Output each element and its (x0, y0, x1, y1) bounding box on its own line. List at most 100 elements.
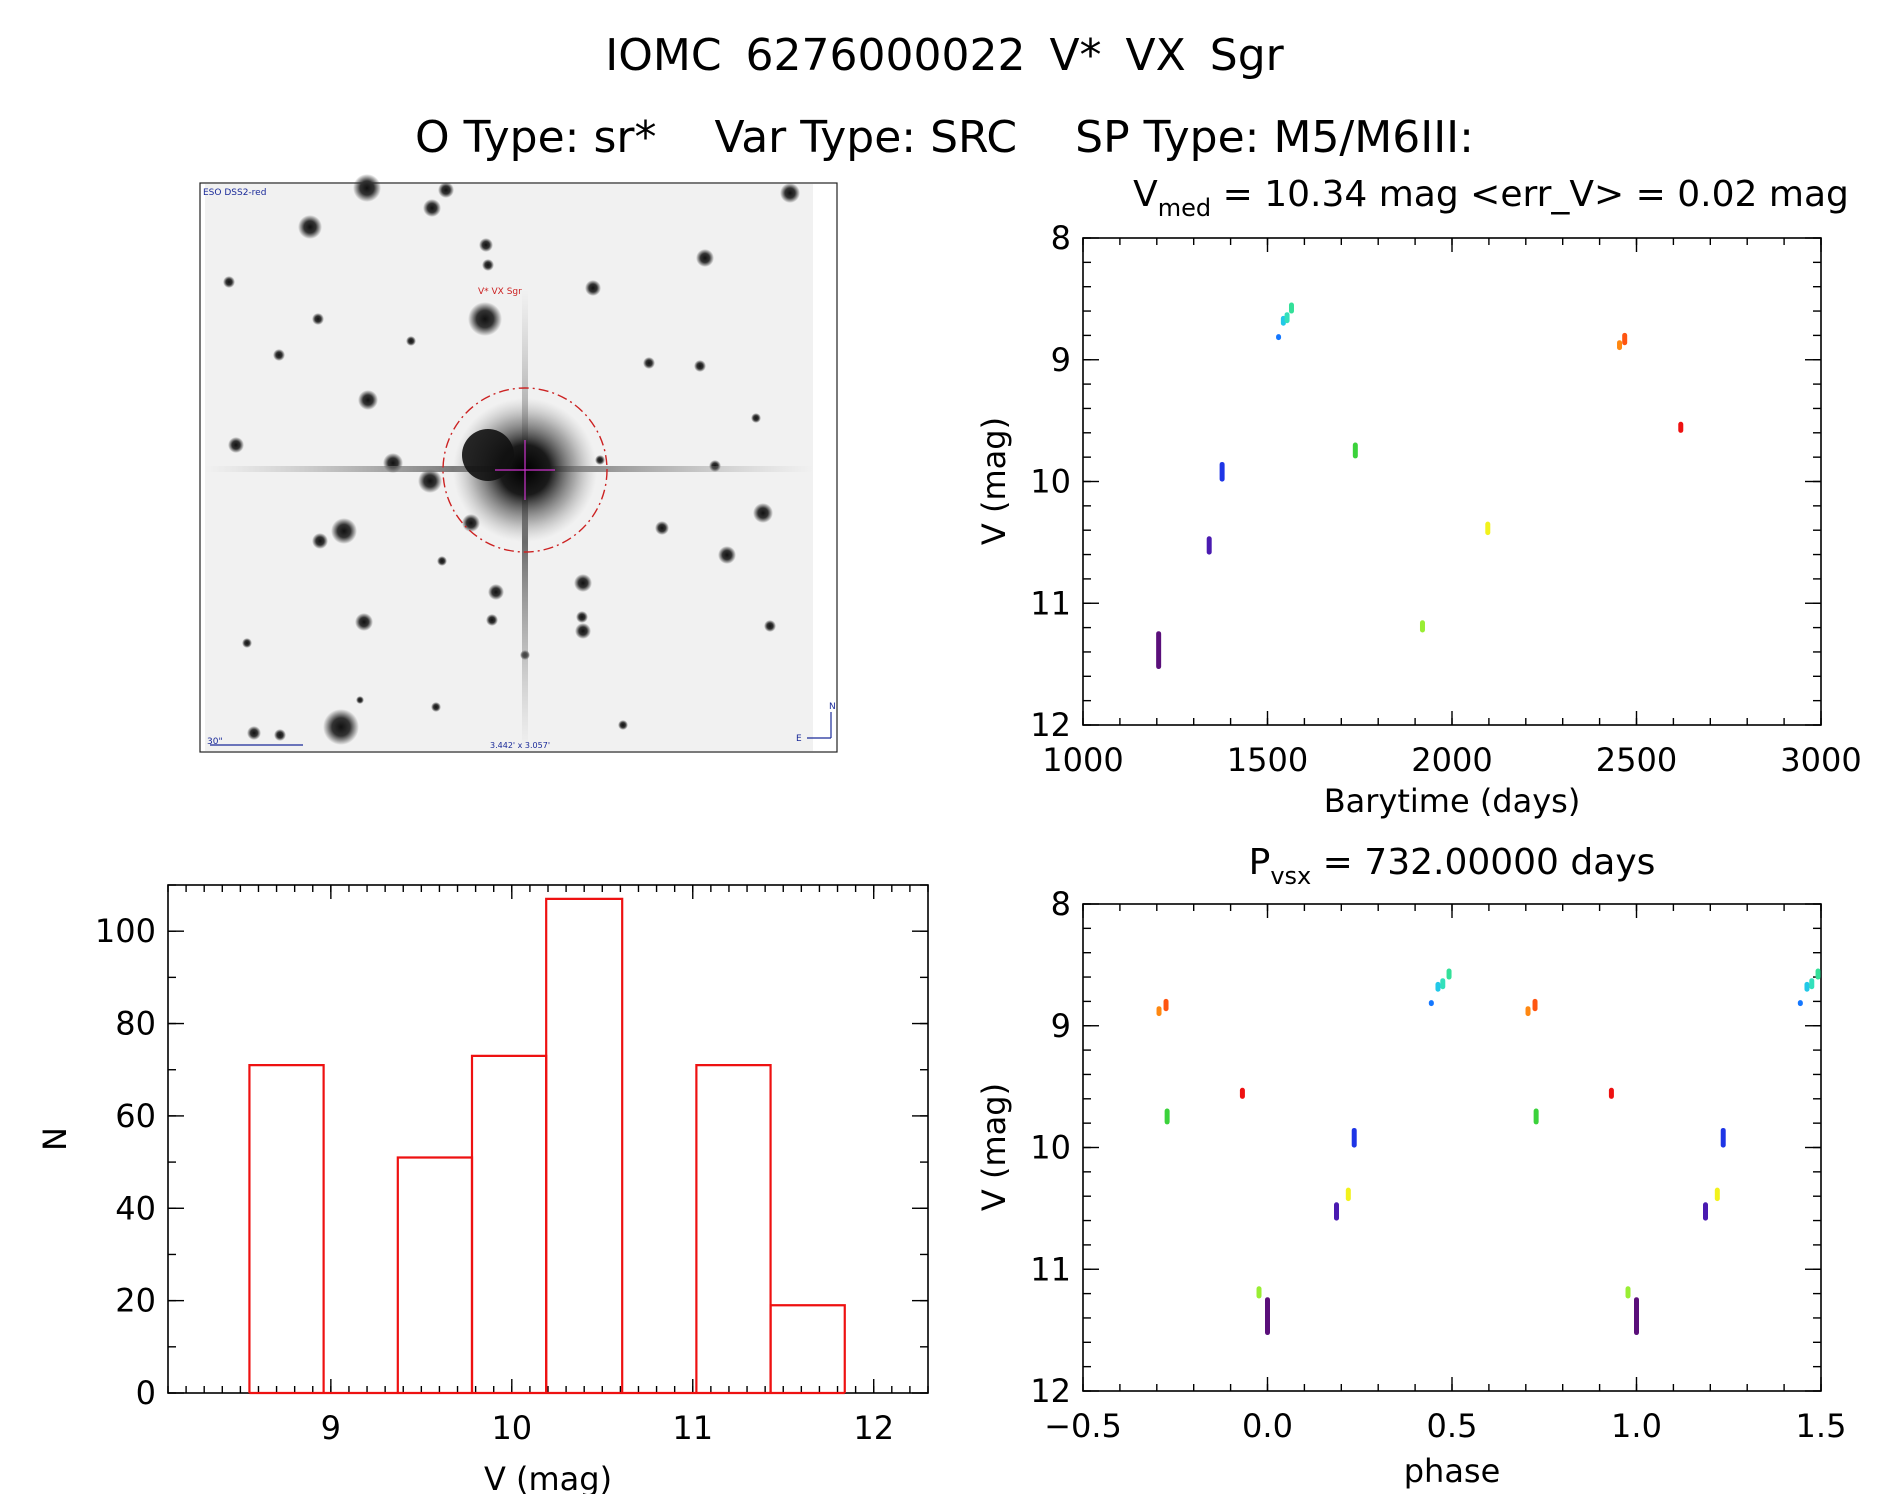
x-tick-label: 10 (491, 1409, 532, 1447)
data-point (1532, 998, 1538, 1012)
y-tick-label: 60 (115, 1097, 156, 1135)
histogram-ticks: 9 10 11 12 0 20 40 60 80 100 (95, 884, 929, 1447)
data-point (1276, 334, 1282, 341)
x-tick-label: 1.5 (1796, 1407, 1847, 1445)
phased-ylabel: V (mag) (975, 1083, 1013, 1211)
finder-frame (199, 182, 838, 753)
scale-label: 30" (207, 737, 223, 747)
field-star (423, 199, 441, 217)
field-star (223, 276, 235, 288)
field-star (764, 620, 776, 632)
y-tick-label: 8 (1051, 219, 1071, 257)
field-star (312, 533, 328, 549)
data-point (1797, 1000, 1803, 1007)
data-point (1219, 461, 1225, 482)
y-tick-label: 10 (1030, 1129, 1071, 1167)
histogram-bar (470, 1054, 548, 1393)
data-point (1804, 981, 1810, 992)
variable-type: Var Type: SRC (714, 112, 1018, 163)
y-tick-label: 12 (1030, 1372, 1071, 1410)
y-tick-label: 9 (1051, 1007, 1071, 1045)
data-point (1533, 1108, 1539, 1125)
data-point (1485, 521, 1491, 536)
x-tick-label: 9 (321, 1409, 341, 1447)
y-tick-label: 12 (1030, 706, 1071, 744)
lightcurve-title: Vmed = 10.34 mag <err_V> = 0.02 mag (1133, 174, 1849, 222)
data-point (1419, 620, 1425, 633)
field-star (574, 574, 592, 592)
object-type: O Type: sr* (415, 112, 657, 163)
y-tick-label: 20 (115, 1282, 156, 1320)
target-star-companion (462, 429, 514, 481)
phased-points (1156, 968, 1821, 1336)
lightcurve-ticks: 1000 1500 2000 2500 3000 8 9 10 11 12 (1030, 219, 1861, 779)
data-point (1288, 302, 1294, 314)
field-star (247, 726, 261, 740)
lightcurve-ylabel: V (mag) (975, 417, 1013, 545)
field-star (575, 623, 591, 639)
field-star (694, 360, 706, 372)
y-tick-label: 9 (1051, 341, 1071, 379)
histogram-plot: 9 10 11 12 0 20 40 60 80 100 V (mag) N (36, 884, 929, 1494)
field-star (355, 613, 373, 631)
x-tick-label: 0.0 (1242, 1407, 1293, 1445)
x-tick-label: 3000 (1780, 741, 1861, 779)
data-point (1714, 1187, 1720, 1202)
data-point (1525, 1006, 1531, 1017)
x-tick-label: 12 (853, 1409, 894, 1447)
data-point (1428, 1000, 1434, 1007)
data-point (1440, 978, 1446, 990)
x-tick-label: 1500 (1227, 741, 1308, 779)
field-stars (223, 174, 800, 745)
data-point (1265, 1297, 1270, 1336)
field-star (438, 182, 454, 198)
field-star (488, 584, 504, 600)
y-tick-label: 11 (1030, 1250, 1071, 1288)
phased-ticks: −0.5 0.0 0.5 1.0 1.5 8 9 10 11 12 (1030, 885, 1846, 1445)
field-star (576, 611, 588, 623)
x-tick-label: 1000 (1042, 741, 1123, 779)
phased-axes (1082, 903, 1822, 1392)
field-star (479, 238, 493, 252)
data-point (1815, 968, 1821, 980)
type-line: O Type: sr* Var Type: SRC SP Type: M5/M6… (0, 112, 1889, 163)
data-point (1284, 312, 1290, 324)
phased-plot: Pvsx = 732.00000 days −0.5 0.0 0.5 1.0 1.5 8 9… (975, 842, 1846, 1490)
data-point (1809, 978, 1815, 990)
field-star (780, 183, 800, 203)
field-star (418, 469, 442, 493)
y-tick-label: 10 (1030, 463, 1071, 501)
data-point (1608, 1087, 1614, 1099)
phased-xlabel: phase (1404, 1452, 1501, 1490)
data-point (1351, 1127, 1357, 1148)
field-star (595, 455, 605, 465)
data-point (1256, 1286, 1262, 1299)
data-point (1622, 332, 1628, 346)
field-star (696, 249, 714, 267)
y-tick-label: 40 (115, 1189, 156, 1227)
field-star (468, 302, 502, 336)
data-point (1345, 1187, 1351, 1202)
data-point (1164, 1108, 1170, 1125)
x-tick-label: 1.0 (1611, 1407, 1662, 1445)
y-tick-label: 8 (1051, 885, 1071, 923)
data-point (1625, 1286, 1631, 1299)
y-tick-label: 11 (1030, 584, 1071, 622)
histogram-bar (769, 1304, 846, 1393)
field-star (273, 349, 285, 361)
histogram-ylabel: N (36, 1127, 74, 1151)
data-point (1617, 340, 1623, 351)
field-star (655, 521, 669, 535)
spectral-type: SP Type: M5/M6III: (1075, 112, 1474, 163)
data-point (1634, 1297, 1639, 1336)
x-tick-label: 0.5 (1427, 1407, 1478, 1445)
data-point (1239, 1087, 1245, 1099)
field-star (358, 390, 378, 410)
field-star (274, 729, 286, 741)
y-tick-label: 100 (95, 912, 156, 950)
histogram-bar (545, 897, 624, 1393)
field-star (312, 313, 324, 325)
lightcurve-xlabel: Barytime (days) (1324, 782, 1581, 820)
field-of-view-label: 3.442' x 3.057' (490, 741, 550, 750)
